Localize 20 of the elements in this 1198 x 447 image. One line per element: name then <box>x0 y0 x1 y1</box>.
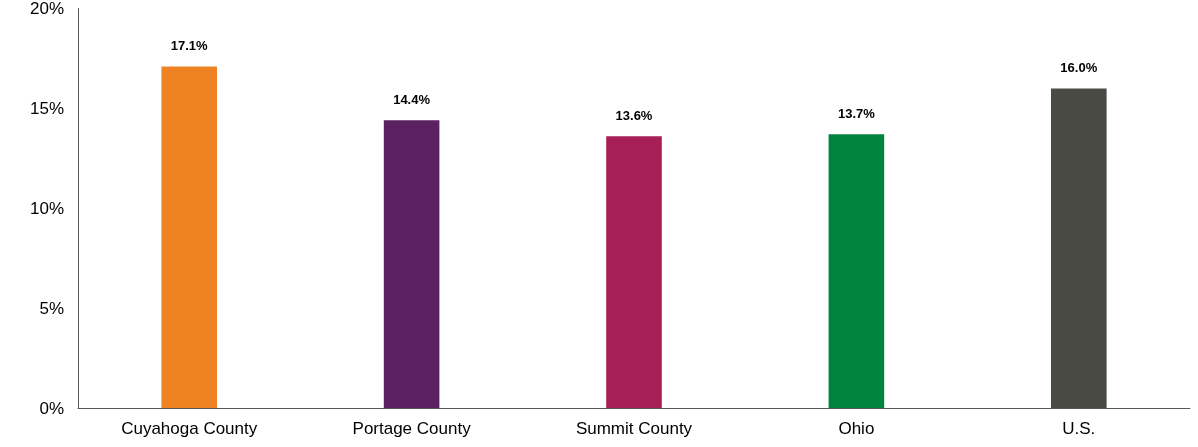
y-tick-label: 0% <box>39 398 64 418</box>
bar <box>606 136 662 408</box>
data-label: 13.7% <box>837 106 876 122</box>
x-tick-label: Ohio <box>838 419 875 438</box>
bar <box>828 134 885 408</box>
y-tick-label: 15% <box>29 98 64 118</box>
data-label: 17.1% <box>170 38 209 54</box>
x-tick-label: Cuyahoga County <box>121 419 258 438</box>
data-label: 16.0% <box>1060 60 1098 76</box>
y-tick-label: 5% <box>39 298 64 318</box>
bar <box>1051 88 1107 408</box>
x-tick-label: Summit County <box>575 419 693 438</box>
y-tick-label: 10% <box>29 198 64 218</box>
x-tick-label: U.S. <box>1062 419 1096 438</box>
y-tick-label: 20% <box>29 0 64 18</box>
x-tick-label: Portage County <box>352 419 472 438</box>
data-label: 13.6% <box>615 108 653 124</box>
data-label: 14.4% <box>393 92 431 108</box>
bar <box>383 120 440 408</box>
bar <box>161 66 217 408</box>
